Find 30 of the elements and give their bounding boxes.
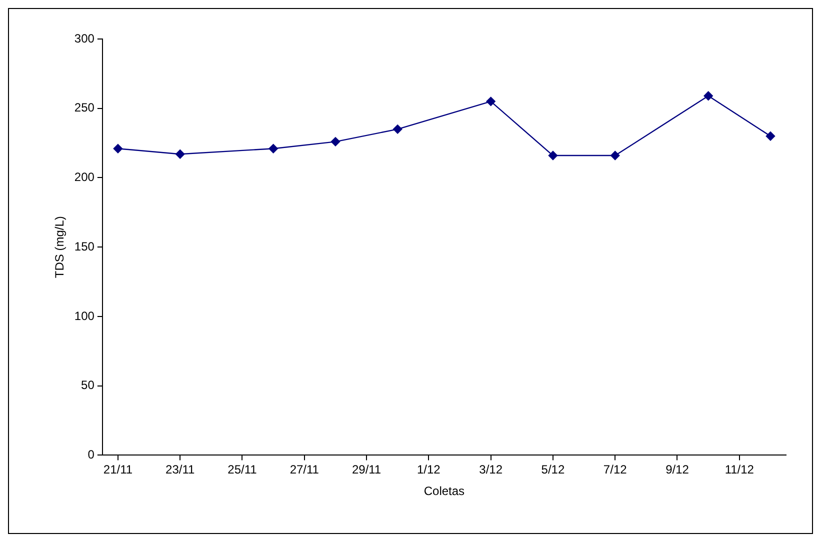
y-tick-label: 200 — [74, 170, 95, 184]
y-tick-label: 150 — [74, 239, 95, 254]
point — [113, 144, 123, 154]
point — [393, 124, 402, 134]
x-tick-label: 29/11 — [352, 462, 382, 477]
x-tick-label: 7/12 — [603, 462, 628, 477]
x-tick-label: 11/12 — [724, 462, 754, 477]
x-tick-label: 25/11 — [228, 462, 258, 477]
x-tick-label: 5/12 — [541, 462, 565, 477]
x-tick-label: 23/11 — [166, 462, 195, 477]
point — [704, 91, 713, 100]
point — [766, 132, 776, 141]
x-tick-label: 27/11 — [290, 462, 320, 477]
y-axis-title: TDS (mg/L) — [52, 216, 67, 278]
y-tick-label: 100 — [74, 308, 95, 323]
x-tick-label: 1/12 — [416, 462, 441, 477]
x-tick-label: 3/12 — [479, 462, 503, 477]
x-tick-label: 21/11 — [103, 462, 133, 477]
x-axis-title: Coletas — [424, 484, 465, 498]
y-tick-label: 50 — [81, 378, 95, 392]
point — [610, 150, 620, 160]
y-tick-label: 250 — [74, 100, 95, 115]
point — [486, 96, 496, 106]
point — [330, 137, 340, 146]
x-tick-label: 9/12 — [666, 462, 690, 477]
point — [268, 144, 278, 154]
point — [176, 150, 185, 159]
point — [548, 150, 558, 160]
y-tick-label: 300 — [74, 31, 95, 46]
y-tick-label: 0 — [88, 448, 95, 462]
